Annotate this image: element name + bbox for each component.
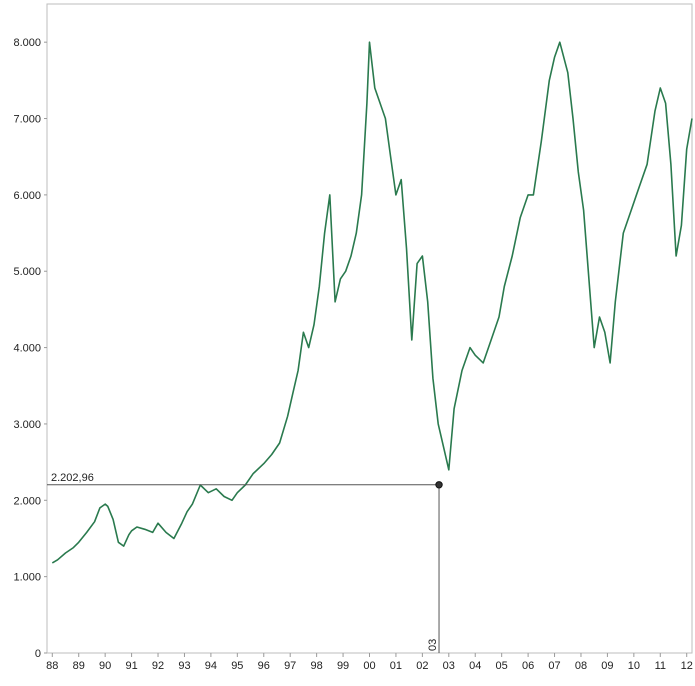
x-tick-label: 91 xyxy=(125,660,137,672)
x-tick-label: 04 xyxy=(469,660,481,672)
highlight-point xyxy=(435,481,443,489)
y-tick-label: 4.000 xyxy=(13,343,41,355)
x-tick-label: 92 xyxy=(152,660,164,672)
x-tick-label: 12 xyxy=(681,660,693,672)
y-tick-label: 3.000 xyxy=(13,419,41,431)
x-tick-label: 07 xyxy=(548,660,560,672)
x-tick-label: 05 xyxy=(496,660,508,672)
x-tick-label: 95 xyxy=(231,660,243,672)
series-line xyxy=(51,41,693,564)
x-tick-label: 94 xyxy=(205,660,217,672)
x-tick-label: 10 xyxy=(628,660,640,672)
x-tick-label: 08 xyxy=(575,660,587,672)
y-tick-label: 6.000 xyxy=(13,190,41,202)
x-tick-label: 00 xyxy=(363,660,375,672)
crosshair-y-label: 2.202,96 xyxy=(51,472,94,484)
y-tick-label: 7.000 xyxy=(13,114,41,126)
y-tick-label: 2.000 xyxy=(13,495,41,507)
x-tick-label: 99 xyxy=(337,660,349,672)
y-tick-label: 1.000 xyxy=(13,572,41,584)
x-tick-label: 96 xyxy=(258,660,270,672)
x-tick-label: 11 xyxy=(655,660,666,672)
y-tick-label: 0 xyxy=(35,648,41,660)
x-tick-label: 89 xyxy=(73,660,85,672)
x-tick-label: 90 xyxy=(99,660,111,672)
x-tick-label: 98 xyxy=(311,660,323,672)
x-tick-label: 09 xyxy=(601,660,613,672)
y-tick-label: 5.000 xyxy=(13,266,41,278)
x-tick-label: 02 xyxy=(416,660,428,672)
x-tick-label: 97 xyxy=(284,660,296,672)
x-tick-label: 88 xyxy=(46,660,58,672)
x-tick-label: 01 xyxy=(390,660,402,672)
x-tick-label: 06 xyxy=(522,660,534,672)
y-tick-label: 8.000 xyxy=(13,37,41,49)
x-tick-label: 03 xyxy=(443,660,455,672)
x-tick-label: 93 xyxy=(178,660,190,672)
crosshair-x-label: 03 xyxy=(427,639,439,651)
plot-frame xyxy=(46,3,693,654)
